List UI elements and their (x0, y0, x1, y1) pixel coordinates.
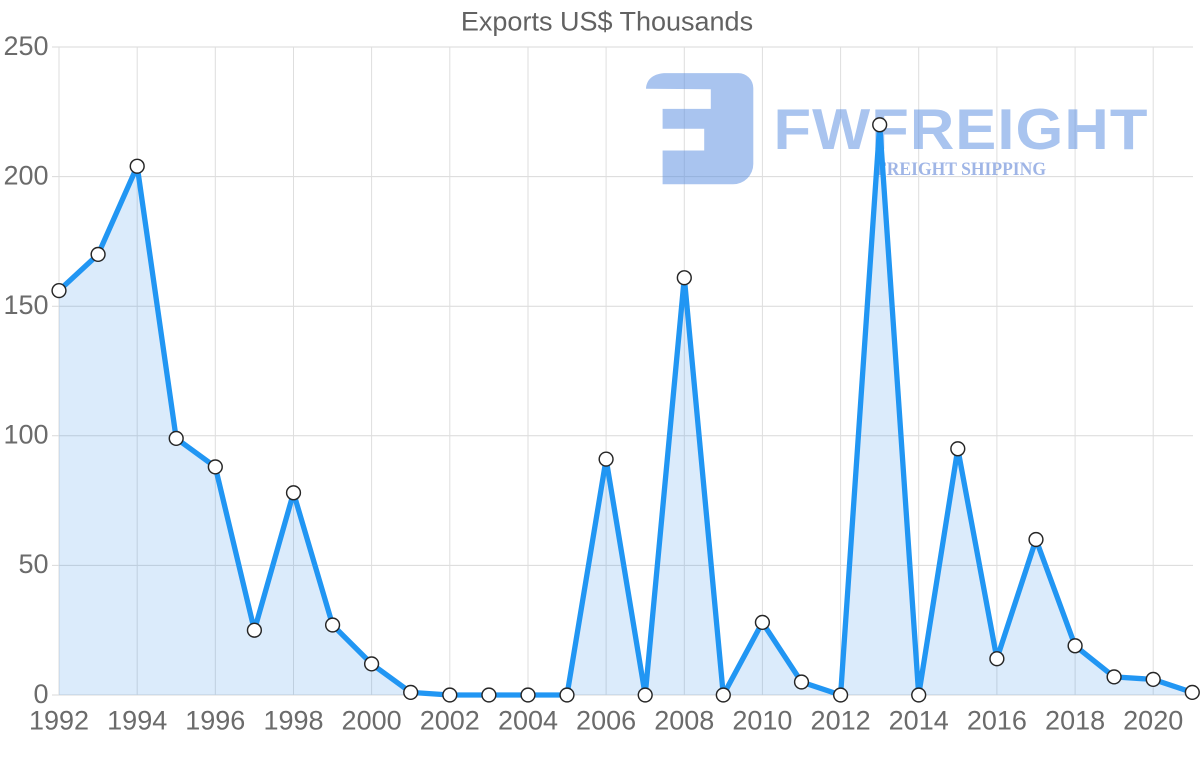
svg-text:Exports US$ Thousands: Exports US$ Thousands (461, 7, 753, 37)
svg-text:2006: 2006 (576, 706, 636, 736)
svg-text:2012: 2012 (811, 706, 871, 736)
svg-text:0: 0 (33, 679, 48, 709)
svg-text:2000: 2000 (342, 706, 402, 736)
svg-text:1998: 1998 (263, 706, 323, 736)
svg-text:250: 250 (3, 31, 48, 61)
svg-text:FREIGHT SHIPPING: FREIGHT SHIPPING (876, 159, 1046, 180)
svg-text:2016: 2016 (967, 706, 1027, 736)
svg-text:1992: 1992 (29, 706, 89, 736)
svg-text:50: 50 (18, 549, 48, 579)
svg-text:2014: 2014 (889, 706, 949, 736)
svg-text:1996: 1996 (185, 706, 245, 736)
svg-text:2010: 2010 (732, 706, 792, 736)
svg-text:200: 200 (3, 160, 48, 190)
svg-text:100: 100 (3, 420, 48, 450)
svg-text:2018: 2018 (1045, 706, 1105, 736)
svg-text:FWFREIGHT: FWFREIGHT (774, 98, 1149, 162)
svg-text:150: 150 (3, 290, 48, 320)
svg-text:2020: 2020 (1123, 706, 1183, 736)
svg-text:2002: 2002 (420, 706, 480, 736)
svg-text:2008: 2008 (654, 706, 714, 736)
svg-text:2004: 2004 (498, 706, 558, 736)
svg-text:1994: 1994 (107, 706, 167, 736)
